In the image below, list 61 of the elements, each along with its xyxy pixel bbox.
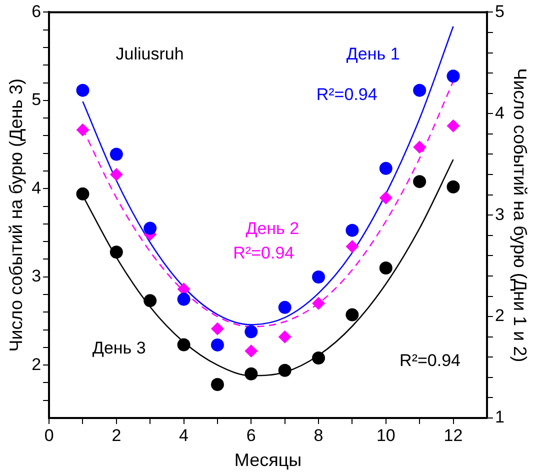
annotation: R²=0.94	[233, 243, 294, 262]
point	[312, 296, 326, 310]
point	[312, 270, 326, 284]
y-tick-label: 4	[32, 178, 42, 198]
point	[379, 162, 392, 175]
point	[244, 325, 258, 338]
point	[278, 330, 292, 344]
annotation: R²=0.94	[400, 350, 460, 370]
point	[413, 175, 426, 188]
x-axis-title: Месяцы	[234, 450, 302, 470]
point	[446, 119, 460, 132]
point	[144, 222, 157, 235]
point	[76, 123, 90, 136]
point	[177, 338, 190, 352]
y2-axis-title: Число событий на бурю (Дни 1 и 2)	[510, 68, 530, 362]
y-tick-label: 2	[32, 354, 42, 374]
point	[76, 84, 90, 97]
annotation: R²=0.94	[316, 85, 378, 104]
point	[346, 240, 359, 254]
point	[110, 246, 123, 259]
annotation: Juliusruh	[116, 44, 184, 64]
point	[210, 338, 224, 352]
y2-tick-label: 4	[494, 103, 504, 122]
point	[379, 262, 392, 275]
y-tick-label: 3	[32, 266, 42, 286]
y-tick-label: 6	[32, 2, 42, 21]
y-tick-label: 5	[32, 90, 42, 110]
x-tick-label: 10	[376, 426, 396, 445]
text: День 2	[246, 218, 300, 238]
point	[278, 364, 292, 377]
point	[379, 191, 392, 204]
point	[210, 322, 224, 336]
point	[413, 84, 426, 97]
y2-tick-label: 2	[494, 306, 504, 326]
point	[446, 70, 460, 83]
point	[110, 148, 123, 161]
point	[346, 308, 359, 322]
point	[446, 180, 460, 194]
point	[244, 367, 258, 380]
point	[144, 294, 157, 308]
point	[110, 168, 123, 182]
x-tick-label: 12	[444, 426, 463, 445]
point	[346, 224, 359, 237]
x-tick-label: 4	[179, 426, 189, 445]
point	[312, 352, 326, 365]
x-tick-label: 0	[44, 426, 54, 445]
point	[413, 140, 426, 154]
y2-tick-label: 5	[494, 2, 504, 21]
x-tick-label: 8	[314, 426, 324, 445]
point	[244, 344, 258, 358]
point	[177, 292, 190, 306]
x-tick-label: 6	[246, 426, 256, 445]
y-axis-title: Число событий на бурю (День 3)	[6, 78, 26, 352]
series-label: День 3	[92, 338, 146, 358]
y2-tick-label: 1	[494, 408, 504, 427]
x-tick-label: 2	[112, 426, 122, 445]
point	[210, 378, 224, 391]
series-label: День 1	[346, 44, 400, 64]
y2-tick-label: 3	[494, 204, 504, 224]
point	[76, 187, 90, 200]
point	[278, 300, 292, 314]
